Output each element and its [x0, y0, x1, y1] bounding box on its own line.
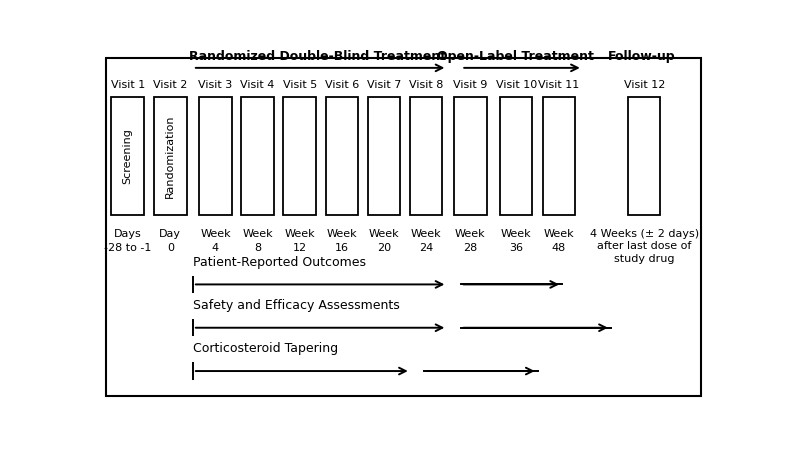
Text: 20: 20 — [377, 243, 391, 253]
Text: Week: Week — [242, 229, 273, 239]
Bar — [454, 97, 486, 215]
Bar — [543, 97, 575, 215]
Text: Visit 6: Visit 6 — [324, 81, 359, 90]
Text: Week: Week — [544, 229, 575, 239]
Text: Week: Week — [368, 229, 399, 239]
Text: Safety and Efficacy Assessments: Safety and Efficacy Assessments — [193, 299, 400, 312]
Text: 16: 16 — [334, 243, 349, 253]
Text: Visit 2: Visit 2 — [153, 81, 187, 90]
Text: Visit 9: Visit 9 — [453, 81, 488, 90]
Text: Patient-Reported Outcomes: Patient-Reported Outcomes — [193, 256, 366, 269]
Text: Corticosteroid Tapering: Corticosteroid Tapering — [193, 342, 338, 356]
Text: 36: 36 — [509, 243, 523, 253]
Text: Visit 7: Visit 7 — [367, 81, 401, 90]
Bar — [500, 97, 532, 215]
Text: 12: 12 — [293, 243, 307, 253]
Bar — [410, 97, 442, 215]
Text: Day: Day — [159, 229, 181, 239]
Text: Week: Week — [284, 229, 315, 239]
Text: 8: 8 — [254, 243, 261, 253]
Bar — [112, 97, 144, 215]
Text: Week: Week — [327, 229, 357, 239]
Text: 28: 28 — [464, 243, 478, 253]
Text: Week: Week — [455, 229, 486, 239]
Text: Visit 10: Visit 10 — [496, 81, 537, 90]
Text: 4 Weeks (± 2 days)
after last dose of
study drug: 4 Weeks (± 2 days) after last dose of st… — [589, 229, 699, 264]
Bar — [368, 97, 400, 215]
Bar — [326, 97, 358, 215]
Bar — [628, 97, 660, 215]
Text: Days: Days — [114, 229, 142, 239]
Text: Visit 12: Visit 12 — [623, 81, 665, 90]
Text: 24: 24 — [419, 243, 433, 253]
Text: Week: Week — [501, 229, 531, 239]
Text: Week: Week — [200, 229, 231, 239]
Text: Open-Label Treatment: Open-Label Treatment — [437, 50, 593, 63]
Bar — [199, 97, 231, 215]
Bar — [283, 97, 316, 215]
Bar — [154, 97, 187, 215]
Text: Visit 3: Visit 3 — [198, 81, 233, 90]
Text: 0: 0 — [167, 243, 174, 253]
Text: Visit 5: Visit 5 — [283, 81, 317, 90]
Text: Visit 4: Visit 4 — [240, 81, 275, 90]
Text: 48: 48 — [552, 243, 566, 253]
Text: Screening: Screening — [123, 128, 133, 184]
Text: Visit 1: Visit 1 — [110, 81, 145, 90]
Text: -28 to -1: -28 to -1 — [104, 243, 151, 253]
Bar — [242, 97, 274, 215]
Text: Visit 11: Visit 11 — [538, 81, 579, 90]
Text: Follow-up: Follow-up — [608, 50, 675, 63]
Text: Randomization: Randomization — [165, 114, 176, 198]
Text: Visit 8: Visit 8 — [408, 81, 443, 90]
Text: Week: Week — [411, 229, 442, 239]
Text: 4: 4 — [212, 243, 219, 253]
Text: Randomized Double-Blind Treatment: Randomized Double-Blind Treatment — [190, 50, 446, 63]
